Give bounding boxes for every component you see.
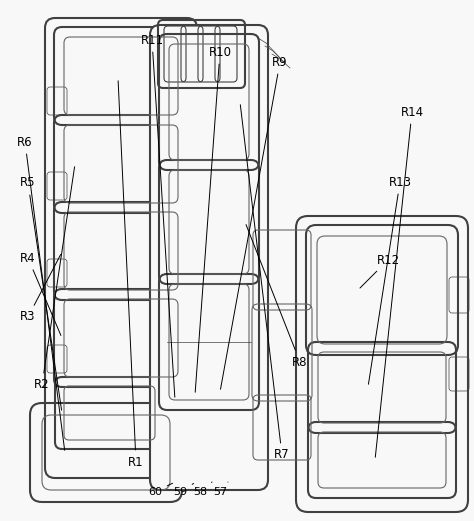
Text: R6: R6 bbox=[17, 135, 64, 450]
Text: R3: R3 bbox=[20, 254, 61, 324]
Text: R1: R1 bbox=[118, 81, 144, 468]
Text: 60: 60 bbox=[148, 483, 173, 497]
Text: R5: R5 bbox=[20, 177, 62, 410]
FancyBboxPatch shape bbox=[150, 25, 268, 490]
Text: R7: R7 bbox=[240, 105, 290, 462]
Text: R12: R12 bbox=[360, 254, 400, 288]
Text: R9: R9 bbox=[220, 56, 288, 389]
Text: 58: 58 bbox=[193, 482, 212, 497]
Text: R10: R10 bbox=[195, 45, 231, 392]
Text: 57: 57 bbox=[213, 482, 228, 497]
Text: 59: 59 bbox=[173, 483, 194, 497]
Text: R4: R4 bbox=[20, 252, 61, 336]
Text: R13: R13 bbox=[368, 176, 411, 384]
FancyBboxPatch shape bbox=[296, 216, 468, 512]
Text: R8: R8 bbox=[246, 225, 308, 368]
FancyBboxPatch shape bbox=[45, 18, 197, 478]
Text: R11: R11 bbox=[140, 33, 175, 397]
Text: R2: R2 bbox=[34, 167, 74, 391]
Text: R14: R14 bbox=[375, 105, 424, 457]
